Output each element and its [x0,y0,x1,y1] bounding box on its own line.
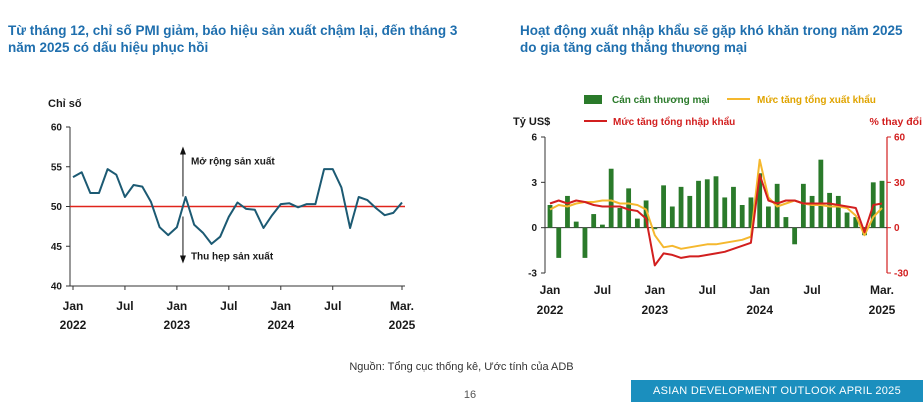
left-x-tick-label: Jan [167,299,188,313]
source-note: Nguồn: Tổng cục thống kê, Ước tính của A… [349,361,574,373]
trade-balance-bar [600,224,605,228]
right-x-tick-label: Jul [803,283,820,297]
right-left-tick-label: 3 [531,178,537,189]
expansion-arrowhead [179,146,186,155]
trade-balance-bar [800,183,806,228]
right-left-tick-label: -3 [528,269,537,280]
right-x-tick-label: Jan [540,283,561,297]
trade-balance-bar [704,179,710,228]
expansion-label: Mở rộng sản xuất [191,156,275,168]
trade-balance-bar [573,221,579,228]
trade-balance-bar [626,188,632,228]
right-right-axis-label: % thay đổi [869,116,922,128]
trade-balance-bar [687,195,693,228]
left-x-tick-label: Jan [270,299,291,313]
footer-banner: ASIAN DEVELOPMENT OUTLOOK APRIL 2025 [631,380,923,402]
trade-balance-bar [617,208,623,228]
trade-balance-bar [652,227,658,230]
right-left-tick-label: 6 [531,133,537,144]
trade-balance-bar [818,159,824,228]
trade-balance-bar [634,218,640,228]
right-chart-title: Hoạt động xuất nhập khẩu sẽ gặp khó khăn… [520,23,903,55]
trade-balance-bar [748,197,754,228]
legend-imports-label: Mức tăng tổng nhập khẩu [613,116,735,128]
trade-balance-bar [809,195,815,228]
page-number: 16 [463,389,477,401]
trade-balance-bar [731,186,736,228]
trade-balance-bar [556,227,562,258]
contraction-label: Thu hẹp sản xuất [191,251,274,263]
trade-balance-bar [608,168,614,228]
pmi-series-line [72,168,403,245]
trade-balance-bar [643,200,649,228]
left-chart-title: Từ tháng 12, chỉ số PMI giảm, báo hiệu s… [8,23,458,55]
left-y-tick-label: 45 [51,242,63,253]
right-left-axis-label: Tỷ US$ [513,116,550,128]
trade-balance-bar [757,173,763,228]
left-x-tick-year: 2023 [164,318,191,332]
right-right-tick-label: 0 [894,223,900,234]
right-x-tick-label: Jul [699,283,716,297]
left-y-tick-label: 40 [51,282,63,293]
trade-balance-bar [669,206,675,228]
trade-balance-bar [547,205,553,228]
contraction-arrowhead [179,255,186,264]
trade-balance-bar [722,197,728,228]
right-x-tick-year: 2022 [537,303,564,317]
trade-balance-bar [844,212,850,228]
right-right-tick-label: 60 [894,133,906,144]
import-growth-line [549,173,883,267]
left-y-axis-label: Chỉ số [48,98,82,110]
right-x-tick-year: 2025 [869,303,896,317]
trade-balance-bar [582,227,588,258]
left-y-tick-label: 55 [51,162,63,173]
legend-balance-swatch [584,95,602,104]
left-y-tick-label: 60 [51,123,63,134]
left-x-tick-label: Mar. [390,299,414,313]
left-x-tick-label: Jul [116,299,133,313]
trade-balance-bar [661,185,666,228]
trade-balance-bar [565,195,570,228]
trade-balance-bar [853,217,859,228]
legend-balance-label: Cán cân thương mại [612,95,710,106]
right-x-tick-year: 2023 [641,303,668,317]
right-x-tick-label: Jan [644,283,665,297]
left-x-tick-year: 2024 [267,318,294,332]
legend-exports-label: Mức tăng tổng xuất khẩu [757,94,876,106]
right-right-tick-label: -30 [894,269,909,280]
right-x-tick-label: Mar. [870,283,894,297]
left-x-tick-year: 2025 [389,318,416,332]
trade-balance-bar [696,180,701,228]
left-x-tick-year: 2022 [60,318,87,332]
right-right-tick-label: 30 [894,178,906,189]
export-growth-line [549,158,883,250]
trade-balance-bar [591,214,597,228]
trade-balance-bar [827,192,832,228]
left-x-tick-label: Jan [63,299,84,313]
trade-balance-bar [766,206,771,228]
trade-balance-bar [792,227,798,245]
left-x-tick-label: Jul [220,299,237,313]
right-x-tick-year: 2024 [746,303,773,317]
left-y-tick-label: 50 [51,202,63,213]
right-x-tick-label: Jan [749,283,770,297]
left-x-tick-label: Jul [324,299,341,313]
right-x-tick-label: Jul [594,283,611,297]
trade-balance-bar [835,195,841,228]
right-left-tick-label: 0 [531,223,537,234]
trade-balance-bar [678,186,684,228]
trade-balance-bar [739,205,745,228]
trade-balance-bar [783,217,789,228]
trade-balance-bar [713,176,719,228]
